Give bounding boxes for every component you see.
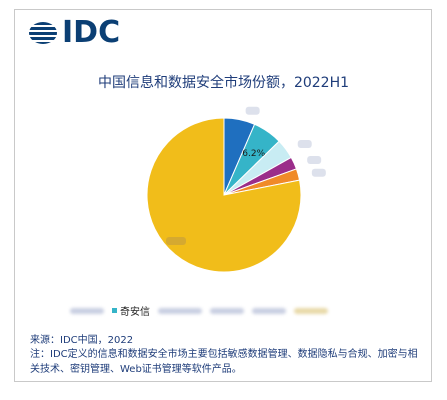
pie-slice-5 (146, 117, 302, 273)
legend: 奇安信 (70, 303, 336, 318)
logo-text: IDC (62, 15, 121, 50)
legend-item-4 (252, 307, 286, 314)
legend-label: 奇安信 (120, 307, 150, 318)
legend-item-2 (158, 307, 202, 314)
source-text: 来源：IDC中国，2022 (30, 335, 134, 346)
legend-label-redacted (294, 307, 328, 314)
legend-swatch (112, 308, 117, 313)
legend-item-1: 奇安信 (112, 303, 150, 318)
chart-title: 中国信息和数据安全市场份额，2022H1 (97, 75, 350, 91)
idc-logo: IDC (28, 18, 120, 48)
pie-label-redacted-5 (166, 237, 186, 245)
legend-item-5 (294, 307, 328, 314)
legend-item-3 (210, 307, 244, 314)
pie-data-label-1: 6.2% (242, 149, 265, 159)
legend-label-redacted (158, 307, 202, 314)
legend-label-redacted (70, 307, 104, 314)
pie-chart: 6.2% (146, 106, 326, 273)
note-text: 注：IDC定义的信息和数据安全市场主要包括敏感数据管理、数据隐私与合规、加密与相… (30, 349, 418, 375)
pie-label-redacted-3 (307, 155, 322, 164)
legend-label-redacted (210, 307, 244, 314)
legend-item-0 (70, 307, 104, 314)
pie-label-redacted-0 (245, 106, 260, 115)
pie-label-redacted-4 (311, 168, 326, 177)
legend-label-redacted (252, 307, 286, 314)
globe-stripes-icon (29, 22, 57, 44)
pie-label-redacted-2 (297, 139, 312, 148)
